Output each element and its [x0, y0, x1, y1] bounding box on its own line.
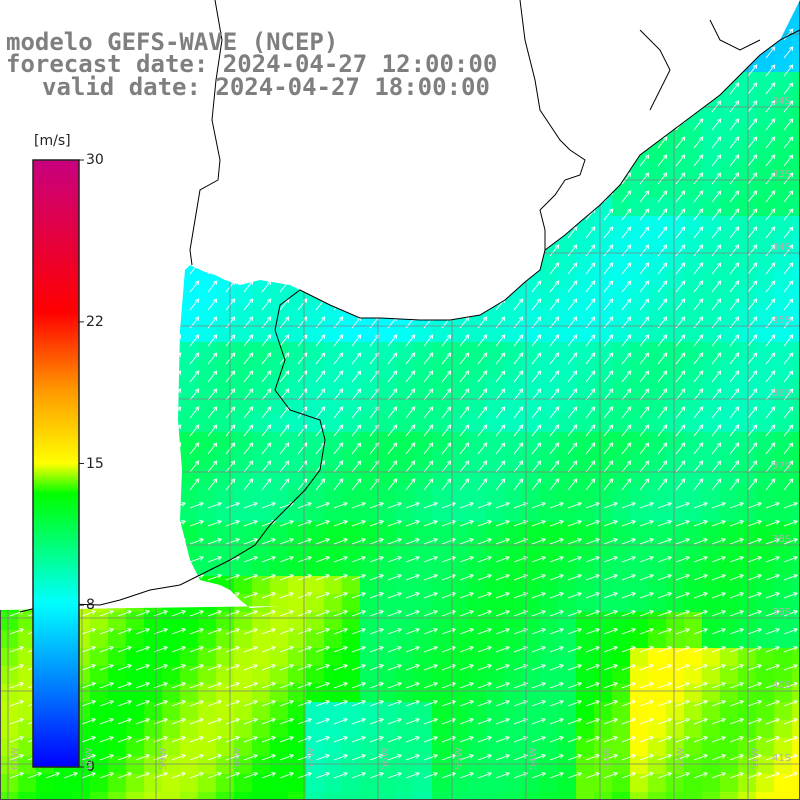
lon-label: 51W: [750, 747, 761, 770]
lon-label: 52W: [676, 747, 687, 770]
lat-label: 34S: [772, 242, 792, 253]
colorbar-tick-label: 15: [86, 455, 104, 472]
lon-label: 61W: [10, 747, 21, 770]
lat-label: 38S: [772, 534, 792, 545]
lon-label: 55W: [454, 747, 465, 770]
lon-label: 56W: [380, 747, 391, 770]
lat-label: 39S: [772, 607, 792, 618]
lon-label: 60W: [84, 747, 95, 770]
lon-label: 57W: [306, 747, 317, 770]
lon-label: 59W: [158, 747, 169, 770]
lat-label: 40S: [772, 680, 792, 691]
forecast-date: forecast date: 2024-04-27 12:00:00: [6, 50, 498, 78]
lat-label: 41S: [772, 753, 792, 764]
lat-label: 36S: [772, 388, 792, 399]
lat-label: 34S: [772, 96, 792, 107]
lon-label: 58W: [232, 747, 243, 770]
valid-date: valid date: 2024-04-27 18:00:00: [42, 73, 490, 101]
lat-label: 37S: [772, 461, 792, 472]
colorbar-tick-label: 0: [86, 759, 95, 775]
model-title: modelo GEFS-WAVE (NCEP): [6, 28, 339, 56]
colorbar-tick-label: 8: [86, 597, 95, 614]
lon-label: 54W: [528, 747, 539, 770]
colorbar-tick-label: 22: [86, 313, 104, 330]
colorbar-tick-label: 30: [86, 152, 104, 168]
lon-label: 53W: [602, 747, 613, 770]
coastline: [19, 0, 800, 613]
colorbar-unit: [m/s]: [34, 133, 71, 149]
lat-label: 33S: [772, 169, 792, 180]
colorbar-ticks: [79, 159, 84, 768]
colorbar: [32, 159, 84, 768]
colorbar-gradient: [32, 159, 80, 768]
lat-label: 35S: [772, 315, 792, 326]
